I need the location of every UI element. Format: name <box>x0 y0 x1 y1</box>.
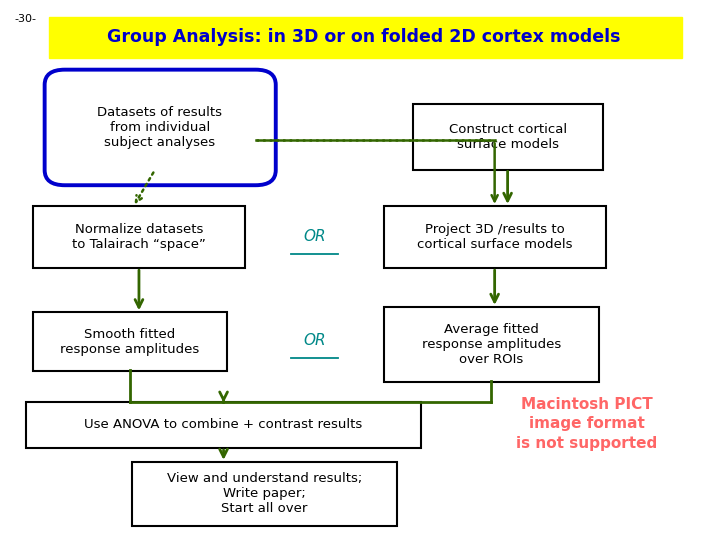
FancyBboxPatch shape <box>45 70 276 185</box>
Text: Project 3D /results to
cortical surface models: Project 3D /results to cortical surface … <box>418 223 572 251</box>
FancyBboxPatch shape <box>33 312 227 371</box>
Text: Macintosh PICT
image format
is not supported: Macintosh PICT image format is not suppo… <box>516 396 657 451</box>
Text: Normalize datasets
to Talairach “space”: Normalize datasets to Talairach “space” <box>72 223 206 251</box>
Text: Datasets of results
from individual
subject analyses: Datasets of results from individual subj… <box>97 106 222 149</box>
FancyBboxPatch shape <box>49 17 682 58</box>
Text: View and understand results;
Write paper;
Start all over: View and understand results; Write paper… <box>167 472 362 515</box>
FancyBboxPatch shape <box>132 462 397 526</box>
Text: OR: OR <box>303 229 326 244</box>
FancyBboxPatch shape <box>413 104 603 170</box>
Text: Use ANOVA to combine + contrast results: Use ANOVA to combine + contrast results <box>84 418 363 431</box>
FancyBboxPatch shape <box>26 402 421 448</box>
Text: Average fitted
response amplitudes
over ROIs: Average fitted response amplitudes over … <box>422 323 561 366</box>
FancyBboxPatch shape <box>384 206 606 268</box>
FancyBboxPatch shape <box>384 307 599 382</box>
Text: -30-: -30- <box>14 14 37 24</box>
Text: OR: OR <box>303 333 326 348</box>
Text: Group Analysis: in 3D or on folded 2D cortex models: Group Analysis: in 3D or on folded 2D co… <box>107 28 621 46</box>
Text: Smooth fitted
response amplitudes: Smooth fitted response amplitudes <box>60 328 199 355</box>
Text: Construct cortical
surface models: Construct cortical surface models <box>449 123 567 151</box>
FancyBboxPatch shape <box>33 206 245 268</box>
